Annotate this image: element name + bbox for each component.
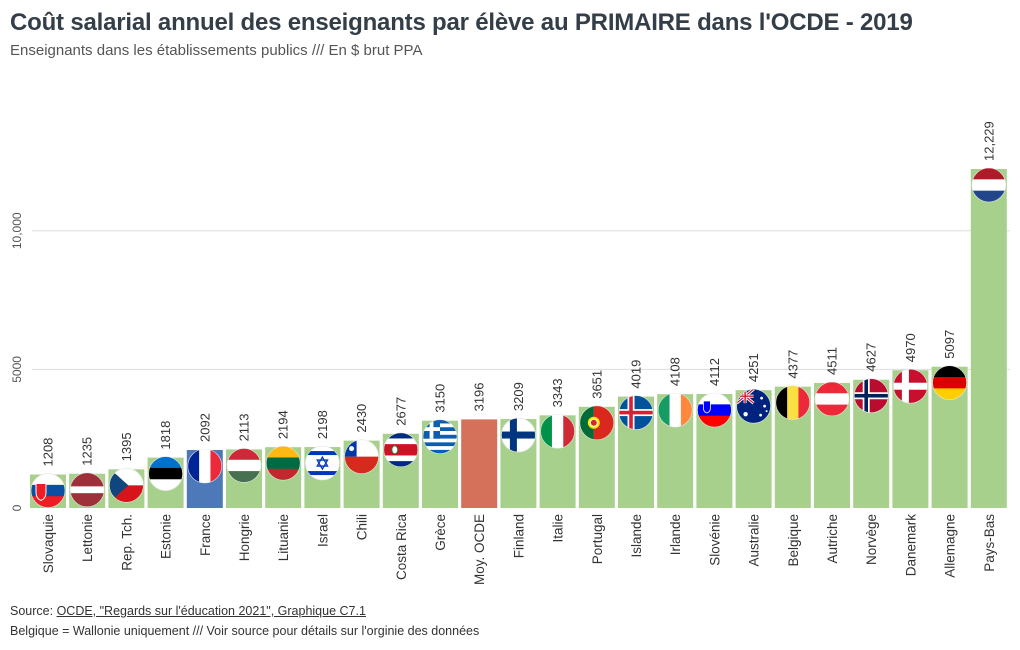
flags bbox=[30, 167, 1007, 508]
value-label: 2430 bbox=[354, 404, 369, 433]
category-label: Pays-Bas bbox=[982, 514, 997, 572]
source-line: Source: OCDE, "Regards sur l'éducation 2… bbox=[10, 604, 366, 618]
y-tick-label: 0 bbox=[10, 504, 24, 511]
flag-greece-icon bbox=[422, 419, 458, 454]
value-label: 3150 bbox=[433, 384, 448, 413]
category-label: Slovénie bbox=[707, 514, 722, 566]
flag-iceland-icon bbox=[618, 395, 654, 430]
category-label: Slovaquie bbox=[41, 514, 56, 573]
flag-germany-icon bbox=[932, 365, 967, 401]
value-label: 4511 bbox=[825, 347, 840, 375]
category-label: Allemagne bbox=[943, 514, 958, 578]
value-label: 1395 bbox=[119, 432, 134, 461]
value-label: 5097 bbox=[942, 330, 957, 359]
flag-netherlands-icon bbox=[971, 167, 1007, 203]
category-label: Lituanie bbox=[276, 514, 291, 561]
y-tick-label: 10,000 bbox=[10, 212, 24, 249]
category-label: Estonie bbox=[159, 514, 174, 559]
flag-latvia-icon bbox=[69, 472, 105, 508]
gridlines bbox=[32, 230, 1010, 370]
flag-costa-rica-icon bbox=[383, 432, 419, 468]
category-label: Italie bbox=[551, 514, 566, 543]
category-label: Finland bbox=[511, 514, 526, 558]
flag-hungary-icon bbox=[226, 448, 262, 483]
value-label: 1818 bbox=[158, 421, 173, 450]
value-label: 4970 bbox=[903, 333, 918, 362]
flag-czechia-icon bbox=[109, 468, 144, 503]
flag-estonia-icon bbox=[148, 456, 183, 491]
value-label: 4377 bbox=[785, 350, 800, 379]
value-label: 2194 bbox=[276, 410, 291, 439]
flag-australia-icon bbox=[736, 388, 771, 424]
category-label: Lettonie bbox=[80, 514, 95, 562]
category-label: Autriche bbox=[825, 514, 840, 564]
value-label: 4251 bbox=[746, 353, 761, 382]
flag-slovenia-icon bbox=[697, 392, 732, 428]
flag-finland-icon bbox=[501, 417, 536, 453]
category-label: Grèce bbox=[433, 514, 448, 551]
value-label: 4112 bbox=[707, 358, 722, 386]
value-label: 3651 bbox=[589, 370, 604, 399]
value-label: 3343 bbox=[550, 378, 565, 407]
value-label: 1235 bbox=[80, 437, 95, 466]
flag-italy-icon bbox=[540, 414, 575, 449]
value-label: 3209 bbox=[511, 382, 526, 411]
category-label: Moy. OCDE bbox=[472, 514, 487, 585]
value-label: 4108 bbox=[668, 357, 683, 386]
category-label: Australie bbox=[747, 514, 762, 567]
chart-title: Coût salarial annuel des enseignants par… bbox=[10, 9, 913, 36]
flag-israel-icon bbox=[305, 445, 340, 481]
source-link[interactable]: OCDE, "Regards sur l'éducation 2021", Gr… bbox=[56, 604, 366, 618]
flag-chile-icon bbox=[344, 439, 379, 474]
flag-belgium-icon bbox=[775, 385, 811, 420]
value-label: 12,229 bbox=[981, 121, 996, 161]
flag-austria-icon bbox=[814, 381, 850, 417]
value-label: 2113 bbox=[237, 413, 252, 441]
y-axis-ticks: 0 5000 10,000 bbox=[10, 212, 24, 511]
value-label: 3196 bbox=[472, 382, 487, 411]
flag-ireland-icon bbox=[657, 392, 693, 428]
bar-pays-bas[interactable] bbox=[970, 169, 1007, 508]
value-label: 4627 bbox=[864, 343, 879, 372]
flag-portugal-icon bbox=[579, 405, 615, 441]
value-label: 2677 bbox=[393, 397, 408, 426]
value-label: 1208 bbox=[41, 438, 56, 467]
bar-moy-ocde[interactable] bbox=[461, 419, 498, 508]
y-tick-label: 5000 bbox=[10, 356, 24, 383]
category-label: Danemark bbox=[903, 514, 918, 577]
footer-note: Belgique = Wallonie uniquement /// Voir … bbox=[10, 624, 480, 638]
value-label: 2198 bbox=[315, 410, 330, 439]
category-label: Costa Rica bbox=[394, 514, 409, 581]
category-label: Norvège bbox=[864, 514, 879, 565]
category-label: France bbox=[198, 514, 213, 556]
category-label: Hongrie bbox=[237, 514, 252, 561]
flag-denmark-icon bbox=[893, 368, 928, 404]
category-label: Rep. Tch. bbox=[119, 514, 134, 571]
category-label: Israel bbox=[315, 514, 330, 547]
category-label: Islande bbox=[629, 514, 644, 558]
value-labels: 1208 1235 1395 1818 2092 2113 2194 2198 2430 2677… bbox=[41, 121, 997, 466]
flag-lithuania-icon bbox=[265, 445, 301, 481]
value-label: 2092 bbox=[197, 413, 212, 442]
category-label: Portugal bbox=[590, 514, 605, 564]
flag-france-icon bbox=[187, 448, 223, 484]
value-label: 4019 bbox=[629, 360, 644, 389]
category-label: Irlande bbox=[668, 514, 683, 555]
chart-subtitle: Enseignants dans les établissements publ… bbox=[10, 42, 423, 59]
bars bbox=[30, 169, 1007, 508]
category-label: Chili bbox=[355, 514, 370, 540]
category-labels: Slovaquie Lettonie Rep. Tch. Estonie France H… bbox=[41, 514, 997, 585]
category-label: Belgique bbox=[786, 514, 801, 567]
flag-norway-icon bbox=[853, 378, 889, 414]
source-prefix: Source: bbox=[10, 604, 57, 618]
flag-slovakia-icon bbox=[30, 473, 66, 508]
